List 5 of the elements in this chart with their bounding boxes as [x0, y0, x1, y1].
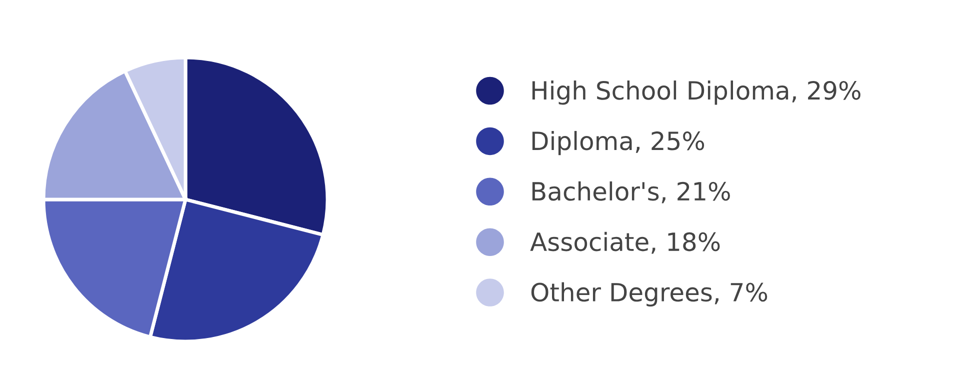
legend-label: Bachelor's, 21%	[532, 181, 730, 204]
legend-label: Associate, 18%	[530, 232, 720, 254]
legend-label: Other Degrees, 7%	[531, 282, 768, 306]
legend-label: Diploma, 25%	[532, 130, 704, 156]
legend-label: High School Diploma, 29%	[532, 80, 860, 105]
